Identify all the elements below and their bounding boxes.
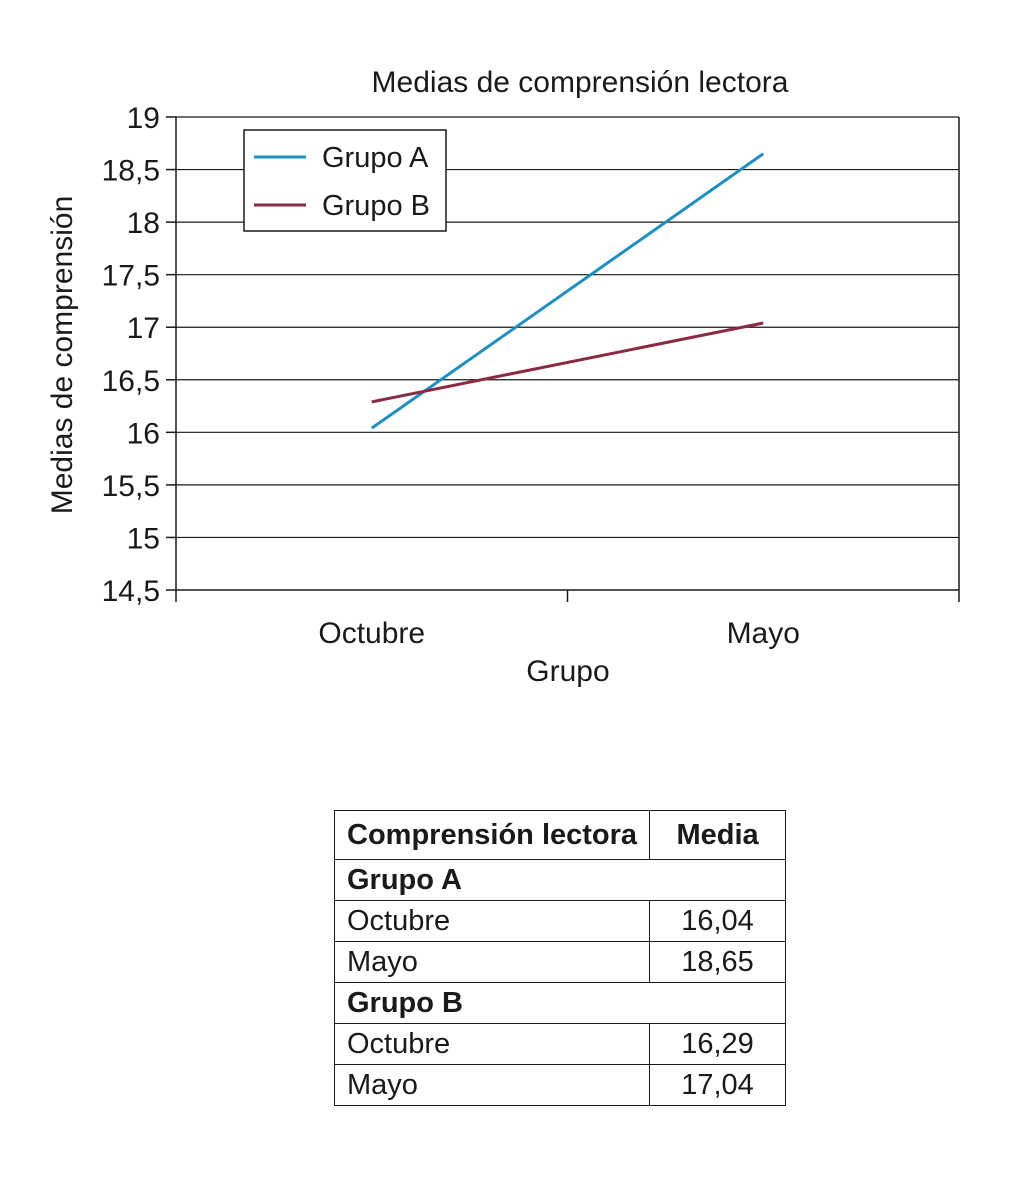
x-axis-title: Grupo bbox=[526, 655, 609, 688]
x-tick-label: Mayo bbox=[727, 617, 800, 650]
y-tick-label: 18 bbox=[127, 207, 160, 240]
chart-title: Medias de comprensión lectora bbox=[372, 66, 789, 99]
table-row: Octubre 16,29 bbox=[333, 1023, 786, 1065]
y-tick-label: 17,5 bbox=[102, 260, 160, 293]
y-tick-label: 15 bbox=[127, 522, 160, 555]
legend: Grupo A Grupo B bbox=[243, 129, 447, 232]
series-line-grupo-a bbox=[370, 152, 765, 430]
table-row-value: 16,04 bbox=[649, 900, 786, 942]
x-tick-label: Octubre bbox=[318, 617, 425, 650]
line-chart: Medias de comprensión lectora 14,5 15 15,5… bbox=[46, 66, 960, 688]
y-tick-label: 17 bbox=[127, 312, 160, 345]
table-row-label: Mayo bbox=[333, 941, 651, 983]
legend-label: Grupo A bbox=[322, 142, 429, 174]
x-tick-labels: Octubre Mayo bbox=[318, 617, 800, 650]
table-group-row: Grupo B bbox=[334, 982, 786, 1024]
table-row-value: 16,29 bbox=[649, 1023, 786, 1065]
table-row-label: Octubre bbox=[333, 1023, 651, 1065]
y-tick-labels: 14,5 15 15,5 16 16,5 17 17,5 18 18,5 19 bbox=[102, 102, 160, 608]
y-tick-label: 16 bbox=[127, 417, 160, 450]
table-header-row: Comprensión lectora Media bbox=[333, 810, 786, 860]
y-tick-label: 16,5 bbox=[102, 365, 160, 398]
y-tick-label: 18,5 bbox=[102, 155, 160, 188]
table-group-row: Grupo A bbox=[334, 859, 786, 901]
table-group-label: Grupo B bbox=[334, 982, 786, 1024]
axes bbox=[166, 116, 960, 602]
table-row-value: 17,04 bbox=[649, 1064, 786, 1106]
table-group-label: Grupo A bbox=[334, 859, 786, 901]
table-row-label: Mayo bbox=[333, 1064, 651, 1106]
table-header-media: Media bbox=[649, 810, 786, 860]
legend-box bbox=[243, 129, 447, 232]
y-axis-title: Medias de comprensión bbox=[46, 196, 79, 515]
y-tick-label: 14,5 bbox=[102, 575, 160, 608]
table-row: Mayo 18,65 bbox=[333, 941, 786, 983]
table-row: Mayo 17,04 bbox=[333, 1064, 786, 1106]
table-row-label: Octubre bbox=[333, 900, 651, 942]
table-header-comprension: Comprensión lectora bbox=[333, 810, 651, 860]
legend-label: Grupo B bbox=[322, 190, 430, 222]
table-row: Octubre 16,04 bbox=[333, 900, 786, 942]
y-tick-label: 19 bbox=[127, 102, 160, 135]
y-tick-label: 15,5 bbox=[102, 470, 160, 503]
series-lines bbox=[370, 152, 765, 430]
means-table: Comprensión lectora Media Grupo A Octubr… bbox=[333, 810, 786, 1106]
table-row-value: 18,65 bbox=[649, 941, 786, 983]
series-line-grupo-b bbox=[371, 321, 764, 404]
